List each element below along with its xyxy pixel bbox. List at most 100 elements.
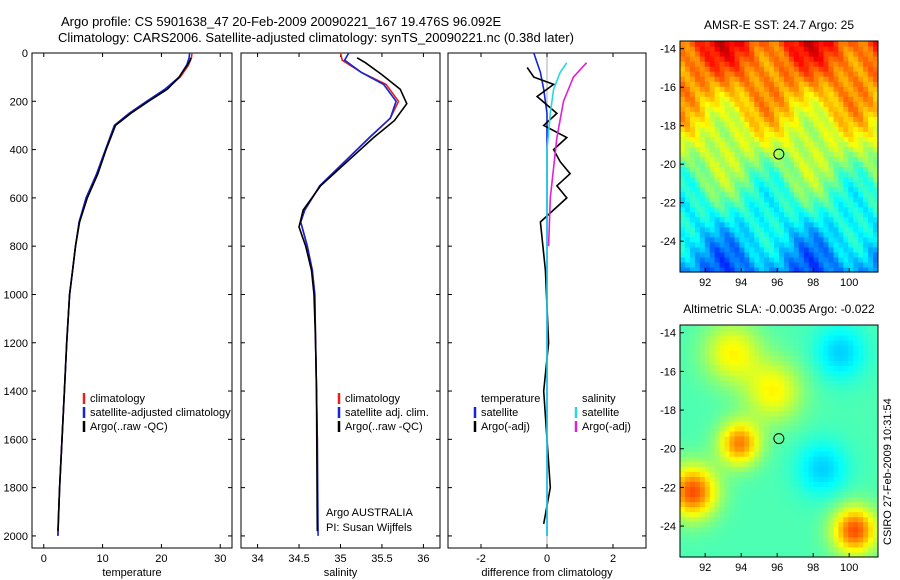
heatmap-cell [709,41,716,47]
heatmap-cell [729,216,735,223]
heatmap-cell [694,350,701,356]
heatmap-cell [704,546,711,553]
heatmap-cell [873,541,879,548]
heatmap-cell [803,330,810,336]
heatmap-cell [853,201,859,208]
heatmap-cell [685,541,691,548]
heatmap-cell [813,161,820,168]
heatmap-cell [853,121,859,127]
heatmap-cell [694,400,701,407]
heatmap-cell [694,471,701,477]
heatmap-cell [704,552,711,558]
heatmap-cell [704,136,711,142]
heatmap-cell [793,86,800,92]
heatmap-cell [680,262,686,268]
heatmap-cell [868,131,874,137]
heatmap-cell [838,415,844,422]
heatmap-cell [779,340,785,346]
heatmap-cell [729,491,735,497]
heatmap-cell [699,425,706,432]
heatmap-cell [689,196,696,203]
heatmap-cell [779,181,785,188]
heatmap-cell [853,345,859,351]
heatmap-cell [774,330,780,336]
heatmap-cell [774,46,780,52]
heatmap-cell [680,91,686,97]
heatmap-cell [754,236,760,243]
heatmap-cell [803,262,810,268]
heatmap-cell [873,521,879,528]
heatmap-cell [863,251,869,258]
heatmap-cell [680,176,686,183]
heatmap-cell [823,156,829,163]
heatmap-cell [863,410,869,417]
heatmap-cell [848,360,854,366]
heatmap-cell [853,430,859,437]
heatmap-cell [704,221,711,228]
heatmap-cell [759,456,765,462]
heatmap-cell [779,430,785,437]
heatmap-cell [798,46,805,52]
heatmap-cell [833,181,839,188]
heatmap-cell [699,206,706,213]
heatmap-cell [833,380,839,387]
heatmap-cell [784,430,790,437]
heatmap-cell [749,466,755,472]
heatmap-cell [704,501,711,508]
map-x-tick-label-1: 100 [840,277,858,289]
heatmap-cell [868,61,874,67]
heatmap-cell [818,216,825,223]
heatmap-cell [858,446,864,452]
heatmap-cell [744,350,750,356]
heatmap-cell [704,370,711,376]
heatmap-cell [754,486,760,492]
heatmap-cell [818,415,825,422]
heatmap-cell [694,325,701,331]
heatmap-cell [744,420,750,427]
heatmap-cell [838,96,844,102]
heatmap-cell [788,395,795,402]
heatmap-cell [793,385,800,392]
heatmap-cell [788,241,795,248]
heatmap-cell [788,526,795,533]
heatmap-cell [823,486,829,492]
heatmap-cell [685,156,691,163]
heatmap-cell [798,496,805,503]
heatmap-cell [828,91,834,97]
heatmap-cell [868,481,874,487]
heatmap-cell [719,141,726,147]
heatmap-cell [833,156,839,163]
heatmap-cell [828,541,834,548]
heatmap-cell [803,446,810,452]
heatmap-cell [714,166,721,173]
heatmap-cell [858,126,864,132]
heatmap-cell [793,410,800,417]
heatmap-cell [754,456,760,462]
heatmap-cell [764,251,770,258]
heatmap-cell [808,211,815,218]
heatmap-cell [818,461,825,467]
heatmap-cell [858,76,864,82]
heatmap-cell [699,501,706,508]
heatmap-cell [803,456,810,462]
heatmap-cell [808,456,815,462]
heatmap-cell [694,186,701,193]
heatmap-cell [744,501,750,508]
heatmap-cell [714,385,721,392]
heatmap-cell [699,380,706,387]
heatmap-cell [818,116,825,122]
heatmap-cell [833,201,839,208]
heatmap-cell [680,116,686,122]
heatmap-cell [818,111,825,117]
heatmap-cell [724,516,730,523]
heatmap-cell [719,241,726,248]
heatmap-cell [680,231,686,238]
heatmap-cell [848,345,854,351]
heatmap-cell [784,340,790,346]
heatmap-cell [863,256,869,263]
heatmap-cell [714,390,721,397]
heatmap-cell [868,466,874,472]
heatmap-cell [853,446,859,452]
heatmap-cell [863,546,869,553]
heatmap-cell [714,400,721,407]
